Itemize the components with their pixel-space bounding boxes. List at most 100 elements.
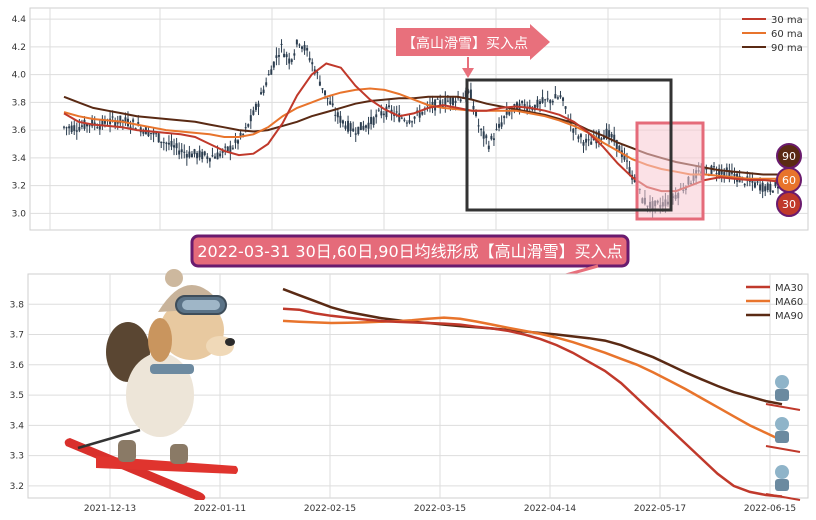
y-tick-label: 3.8 — [12, 98, 27, 108]
candle-body — [308, 57, 311, 61]
candle-body — [326, 97, 329, 100]
bottom-legend: MA30 MA60 MA90 — [746, 283, 803, 322]
candle-body — [610, 134, 613, 138]
candle-body — [400, 117, 403, 119]
candle-body — [725, 167, 728, 172]
x-tick-label: 2022-05-17 — [634, 504, 686, 514]
candle-body — [114, 120, 117, 127]
candle-body — [283, 53, 286, 58]
candle-body — [285, 54, 288, 58]
candle-body — [242, 134, 245, 136]
x-tick-label: 2022-02-15 — [304, 504, 356, 514]
candle-body — [398, 113, 401, 122]
badge-90-label: 90 — [782, 150, 796, 163]
candle-body — [713, 166, 716, 168]
candle-body — [505, 108, 508, 115]
candle-body — [533, 104, 536, 111]
legend-label-ma90: MA90 — [775, 311, 803, 322]
candle-body — [720, 170, 723, 175]
candle-body — [572, 128, 575, 133]
mini-skier-top — [765, 375, 801, 411]
signal-banner: 2022-03-31 30日,60日,90日均线形成【高山滑雪】买入点 — [190, 234, 630, 285]
candle-body — [626, 160, 629, 162]
legend-label-60: 60 ma — [771, 29, 803, 40]
candle-body — [339, 115, 342, 123]
candle-body — [600, 138, 603, 140]
candle-body — [771, 190, 774, 193]
callout-arrow-shape — [396, 24, 550, 60]
candle-body — [68, 126, 71, 129]
candle-body — [224, 146, 227, 148]
candle-body — [367, 122, 370, 129]
legend-label-ma30: MA30 — [775, 283, 803, 294]
candle-body — [618, 145, 621, 152]
candle-body — [190, 153, 193, 158]
x-tick-label: 2022-04-14 — [524, 504, 577, 514]
candle-body — [556, 97, 559, 99]
candle-body — [290, 59, 293, 62]
candle-body — [377, 109, 380, 111]
candle-body — [318, 81, 321, 86]
legend-label-ma60: MA60 — [775, 297, 803, 308]
candle-body — [157, 133, 160, 143]
candle-body — [728, 170, 731, 179]
candle-body — [260, 92, 263, 95]
candle-body — [183, 151, 186, 153]
dog-boot-left — [118, 440, 136, 462]
candle-body — [111, 116, 114, 118]
candle-body — [523, 103, 526, 108]
candle-body — [498, 123, 501, 128]
candle-body — [405, 122, 408, 124]
candle-body — [254, 103, 257, 110]
candle-body — [237, 140, 240, 144]
candle-body — [98, 125, 101, 130]
candle-body — [769, 183, 772, 192]
top-y-axis: 3.0 3.2 3.4 3.6 3.8 4.0 4.2 4.4 — [12, 15, 27, 219]
candle-body — [585, 138, 588, 143]
candle-body — [508, 110, 511, 115]
candle-body — [449, 97, 452, 105]
candle-body — [167, 142, 170, 145]
candle-body — [495, 129, 498, 131]
candle-body — [63, 126, 65, 128]
candle-body — [75, 130, 78, 132]
candle-body — [324, 90, 327, 95]
candle-body — [441, 105, 444, 108]
candle-body — [306, 48, 309, 51]
candle-body — [370, 116, 373, 125]
candle-body — [503, 116, 506, 119]
candle-body — [549, 99, 552, 104]
candle-body — [459, 99, 462, 102]
candle-body — [492, 138, 495, 141]
ma-line-chart: 3.2 3.3 3.4 3.5 3.6 3.7 3.8 2021-12-13 2022-01-… — [10, 269, 809, 514]
dog-nose — [225, 338, 235, 346]
y-tick-label: 3.5 — [10, 391, 24, 401]
top-legend: 30 ma 60 ma 90 ma — [742, 15, 803, 54]
dog-collar — [150, 364, 194, 374]
candle-body — [774, 181, 777, 187]
candle-body — [715, 173, 718, 175]
candle-body — [743, 184, 746, 186]
x-tick-label: 2022-01-11 — [194, 504, 246, 514]
candle-body — [78, 126, 81, 131]
candle-body — [480, 128, 483, 131]
candle-body — [142, 130, 145, 134]
y-tick-label: 3.6 — [12, 126, 27, 136]
goggles-lens — [182, 300, 220, 310]
candle-body — [364, 125, 367, 128]
beanie-pompom — [165, 269, 183, 287]
candle-body — [487, 145, 490, 150]
bottom-x-axis: 2021-12-13 2022-01-11 2022-02-15 2022-03-15… — [84, 504, 796, 514]
candle-body — [551, 101, 554, 103]
candle-body — [434, 99, 437, 111]
x-tick-label: 2021-12-13 — [84, 504, 136, 514]
candle-body — [336, 112, 339, 118]
candle-body — [408, 120, 411, 123]
candle-body — [321, 88, 324, 90]
candlestick-chart: 3.0 3.2 3.4 3.6 3.8 4.0 4.2 4.4 30 ma 60 ma 90 … — [12, 7, 809, 231]
candle-body — [349, 123, 352, 131]
candle-body — [341, 120, 344, 124]
candle-body — [252, 110, 255, 115]
candle-body — [188, 151, 191, 158]
bottom-ma-lines — [282, 287, 783, 498]
